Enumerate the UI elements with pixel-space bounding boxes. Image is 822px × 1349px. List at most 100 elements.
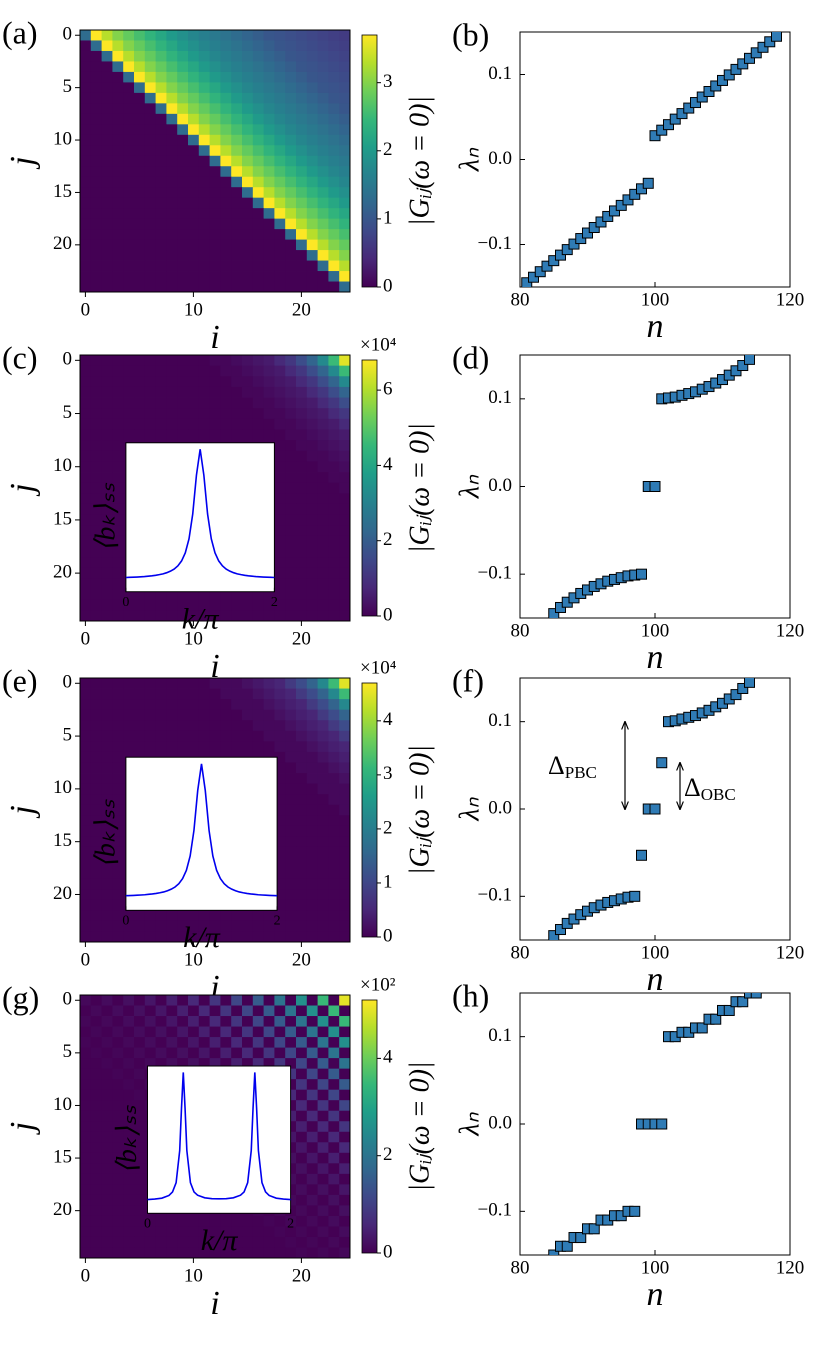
heatmap-cell	[274, 145, 286, 157]
y-tick-label: 0	[63, 989, 73, 1010]
heatmap-cell	[177, 281, 189, 293]
heatmap-cell	[242, 155, 254, 167]
heatmap-cell	[317, 1110, 329, 1122]
heatmap-cell	[317, 709, 329, 721]
heatmap-cell	[123, 741, 135, 753]
heatmap-cell	[328, 397, 340, 409]
heatmap-cell	[188, 82, 200, 94]
heatmap-cell	[209, 1215, 221, 1227]
heatmap-cell	[296, 1121, 308, 1133]
heatmap-cell	[296, 461, 308, 473]
heatmap-cell	[339, 1236, 351, 1248]
heatmap-cell	[274, 155, 286, 167]
x-tick-label: 80	[511, 289, 530, 310]
heatmap-cell	[177, 113, 189, 125]
heatmap-cell	[198, 1236, 210, 1248]
heatmap-cell	[134, 1184, 146, 1196]
heatmap-cell	[296, 699, 308, 711]
heatmap-cell	[306, 493, 318, 505]
heatmap-cell	[134, 187, 146, 199]
heatmap-cell	[90, 567, 102, 579]
heatmap-cell	[155, 208, 167, 220]
heatmap-cell	[220, 271, 232, 282]
x-tick-label: 10	[184, 628, 203, 649]
inset-x-label: k/π	[182, 603, 220, 636]
heatmap-cell	[306, 1089, 318, 1101]
heatmap-cell	[123, 589, 135, 601]
heatmap-cell	[317, 825, 329, 837]
heatmap-cell	[144, 397, 156, 409]
heatmap-cell	[252, 260, 264, 272]
heatmap-cell	[285, 599, 297, 611]
heatmap-cell	[112, 166, 124, 178]
heatmap-cell	[263, 365, 275, 377]
heatmap-cell	[188, 1058, 200, 1070]
heatmap-cell	[285, 699, 297, 711]
heatmap-cell	[188, 709, 200, 721]
heatmap-cell	[123, 365, 135, 377]
heatmap-cell	[177, 386, 189, 398]
heatmap-cell	[339, 525, 351, 537]
heatmap-cell	[80, 155, 92, 167]
heatmap-cell	[123, 1089, 135, 1101]
heatmap-cell	[252, 92, 264, 104]
heatmap-cell	[209, 920, 221, 932]
heatmap-cell	[306, 525, 318, 537]
heatmap-cell	[90, 113, 102, 125]
heatmap-cell	[90, 857, 102, 869]
point	[588, 1223, 600, 1235]
heatmap-cell	[285, 82, 297, 94]
heatmap-cell	[166, 931, 178, 943]
heatmap-cell	[296, 546, 308, 558]
heatmap-cell	[112, 450, 124, 462]
heatmap-cell	[198, 124, 210, 136]
heatmap-cell	[112, 386, 124, 398]
heatmap-cell	[263, 134, 275, 146]
heatmap-cell	[101, 794, 113, 806]
heatmap-cell	[263, 741, 275, 753]
x-tick-label: 120	[776, 1257, 805, 1278]
heatmap-cell	[101, 208, 113, 220]
x-tick-label: 80	[511, 620, 530, 641]
heatmap-cell	[274, 514, 286, 526]
heatmap-cell	[134, 208, 146, 220]
heatmap-cell	[306, 1152, 318, 1164]
heatmap-cell	[90, 365, 102, 377]
panel-label: (a)	[2, 14, 38, 50]
heatmap-cell	[144, 260, 156, 272]
x-tick-label: 80	[511, 942, 530, 963]
heatmap-cell	[166, 599, 178, 611]
inset-x-tick-label: 2	[274, 914, 281, 929]
point	[703, 86, 715, 97]
heatmap-cell	[274, 720, 286, 732]
y-tick-label: 15	[53, 830, 72, 851]
heatmap-cell	[328, 82, 340, 94]
heatmap-cell	[317, 794, 329, 806]
heatmap-cell	[220, 145, 232, 157]
heatmap-cell	[123, 281, 135, 293]
heatmap-cell	[274, 1047, 286, 1059]
heatmap-cell	[252, 931, 264, 943]
heatmap-cell	[112, 1142, 124, 1154]
heatmap-cell	[80, 720, 92, 732]
heatmap-cell	[166, 397, 178, 409]
heatmap-cell	[166, 720, 178, 732]
heatmap-cell	[198, 995, 210, 1006]
heatmap-cell	[328, 525, 340, 537]
point	[568, 238, 580, 250]
heatmap-cell	[296, 762, 308, 774]
heatmap-cell	[252, 1058, 264, 1070]
heatmap-cell	[198, 1037, 210, 1048]
heatmap-cell	[274, 836, 286, 848]
heatmap-cell	[166, 730, 178, 742]
heatmap-cell	[328, 1079, 340, 1091]
point	[764, 36, 776, 48]
heatmap-cell	[134, 397, 146, 409]
heatmap-cell	[144, 1226, 156, 1238]
heatmap-cell	[306, 155, 318, 167]
heatmap-cell	[285, 878, 297, 890]
heatmap-cell	[209, 418, 221, 430]
heatmap-cell	[198, 709, 210, 721]
heatmap-cell	[188, 134, 200, 146]
colorbar-label: |Gᵢⱼ(ω = 0)|	[404, 96, 435, 226]
